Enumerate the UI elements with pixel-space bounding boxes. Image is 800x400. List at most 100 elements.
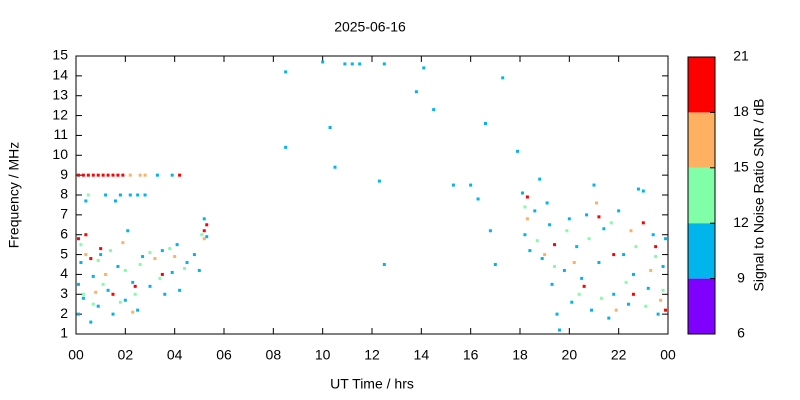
point <box>333 165 337 169</box>
point <box>123 298 127 302</box>
point <box>81 173 85 177</box>
point <box>358 62 362 66</box>
chart-title: 2025-06-16 <box>334 19 406 35</box>
point <box>535 239 539 243</box>
point <box>528 249 532 253</box>
colorbar-band <box>688 57 715 113</box>
point <box>183 266 187 270</box>
point <box>350 62 354 66</box>
point <box>138 173 142 177</box>
y-tick-label: 9 <box>60 166 68 182</box>
y-tick-label: 8 <box>60 186 68 202</box>
y-tick-label: 14 <box>52 67 68 83</box>
y-tick-label: 3 <box>60 285 68 301</box>
colorbar-band <box>688 167 715 224</box>
point <box>128 173 132 177</box>
point <box>321 60 325 64</box>
point <box>617 209 621 213</box>
plot-frame <box>75 55 669 335</box>
colorbar-band <box>688 223 715 279</box>
point <box>133 284 137 288</box>
point <box>101 173 105 177</box>
point <box>553 243 557 247</box>
x-tick-label: 10 <box>315 347 331 363</box>
point <box>654 245 658 249</box>
point <box>202 217 206 221</box>
point <box>121 173 125 177</box>
point <box>641 189 645 193</box>
point <box>101 282 105 286</box>
y-tick-label: 15 <box>52 47 68 63</box>
point <box>651 233 655 237</box>
point <box>488 229 492 233</box>
point <box>99 253 103 257</box>
point <box>131 310 135 314</box>
point <box>81 292 85 296</box>
point <box>414 90 418 94</box>
point <box>654 255 658 259</box>
point <box>590 308 594 312</box>
point <box>138 263 142 266</box>
point <box>116 173 120 177</box>
point <box>284 70 288 74</box>
y-tick-label: 2 <box>60 305 68 321</box>
point <box>121 241 125 245</box>
point <box>646 286 650 290</box>
point <box>160 272 164 276</box>
point <box>641 221 645 225</box>
point <box>163 292 167 296</box>
point <box>205 223 209 227</box>
point <box>91 302 95 306</box>
x-tick-label: 12 <box>364 347 380 363</box>
point <box>597 215 601 219</box>
x-tick-label: 14 <box>414 347 430 363</box>
point <box>148 251 152 255</box>
point <box>109 249 113 253</box>
point <box>525 217 529 221</box>
point <box>178 173 182 177</box>
point <box>523 233 527 237</box>
point <box>476 197 480 201</box>
point <box>575 245 579 249</box>
point <box>94 290 98 294</box>
point <box>116 264 120 268</box>
point <box>634 245 638 249</box>
point <box>582 284 586 288</box>
point <box>540 257 544 261</box>
point <box>501 76 505 80</box>
point <box>126 229 130 233</box>
point <box>84 233 88 237</box>
point <box>106 173 110 177</box>
y-tick-label: 10 <box>52 146 68 162</box>
point <box>649 268 653 272</box>
point <box>577 292 581 296</box>
x-tick-label: 16 <box>463 347 479 363</box>
y-tick-label: 13 <box>52 86 68 102</box>
point <box>197 268 201 272</box>
point <box>567 217 571 221</box>
point <box>520 191 524 195</box>
point <box>377 179 381 183</box>
point <box>128 193 132 197</box>
y-tick-label: 12 <box>52 106 68 122</box>
point <box>202 229 206 233</box>
point <box>525 195 529 199</box>
x-axis-label: UT Time / hrs <box>330 376 414 392</box>
point <box>516 149 520 153</box>
point <box>612 292 616 296</box>
x-tick-label: 08 <box>266 347 282 363</box>
point <box>328 125 332 129</box>
point <box>158 276 162 280</box>
point <box>572 261 576 265</box>
point <box>622 253 626 257</box>
point <box>631 272 635 276</box>
colorbar-tick-label: 21 <box>733 48 749 64</box>
point <box>91 173 95 177</box>
point <box>131 280 135 284</box>
point <box>585 213 589 217</box>
point <box>79 261 83 265</box>
point <box>553 264 557 268</box>
point <box>143 173 147 177</box>
